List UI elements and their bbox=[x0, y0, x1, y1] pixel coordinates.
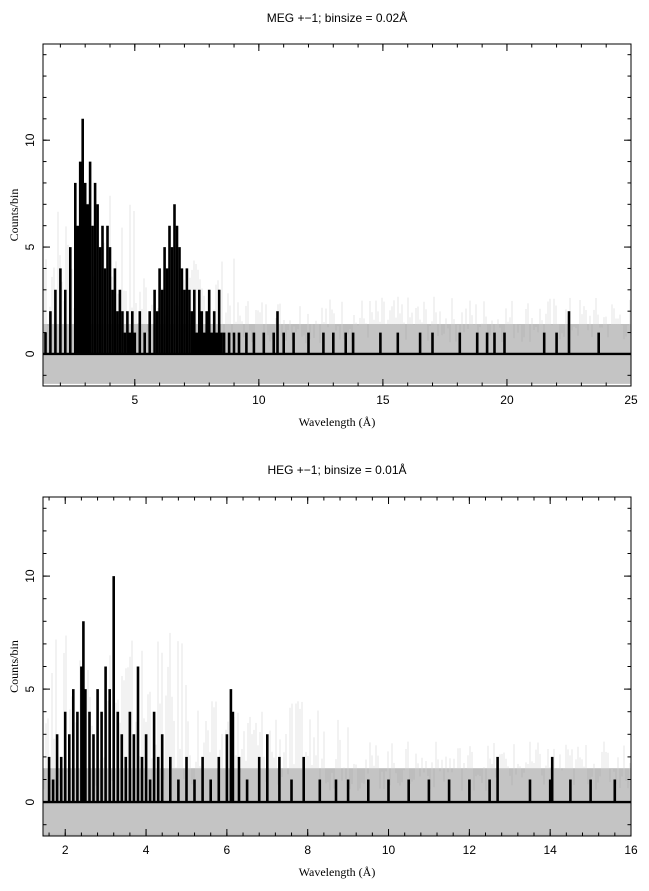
x-tick-label: 10 bbox=[382, 843, 396, 857]
chart-title: MEG +−1; binsize = 0.02Å bbox=[267, 10, 407, 25]
x-tick-label: 14 bbox=[543, 843, 557, 857]
y-tick-label: 0 bbox=[23, 798, 37, 805]
x-tick-label: 16 bbox=[624, 843, 638, 857]
meg-chart: MEG +−1; binsize = 0.02Å 5 10 15 20 25 0 5 10 W… bbox=[7, 10, 638, 429]
heg-chart: HEG +−1; binsize = 0.01Å 2 4 6 8 10 12 14 16 0 5 1… bbox=[7, 462, 638, 879]
y-tick-label: 5 bbox=[23, 243, 37, 250]
chart-title: HEG +−1; binsize = 0.01Å bbox=[267, 462, 406, 477]
y-tick-label: 10 bbox=[23, 133, 37, 147]
y-tick-label: 0 bbox=[23, 350, 37, 357]
x-tick-label: 2 bbox=[62, 843, 69, 857]
y-axis-label: Counts/bin bbox=[7, 189, 21, 242]
x-tick-label: 6 bbox=[224, 843, 231, 857]
x-tick-label: 8 bbox=[304, 843, 311, 857]
x-tick-label: 4 bbox=[143, 843, 150, 857]
y-axis-label: Counts/bin bbox=[7, 640, 21, 693]
x-tick-label: 20 bbox=[500, 393, 514, 407]
x-tick-label: 12 bbox=[463, 843, 477, 857]
x-tick-label: 25 bbox=[624, 393, 638, 407]
y-tick-label: 10 bbox=[23, 569, 37, 583]
x-axis-label: Wavelength (Å) bbox=[299, 865, 376, 879]
y-tick-label: 5 bbox=[23, 685, 37, 692]
x-tick-label: 10 bbox=[252, 393, 266, 407]
x-tick-label: 15 bbox=[376, 393, 390, 407]
x-axis-label: Wavelength (Å) bbox=[299, 415, 376, 429]
x-tick-label: 5 bbox=[131, 393, 138, 407]
plot-frame bbox=[42, 43, 632, 387]
